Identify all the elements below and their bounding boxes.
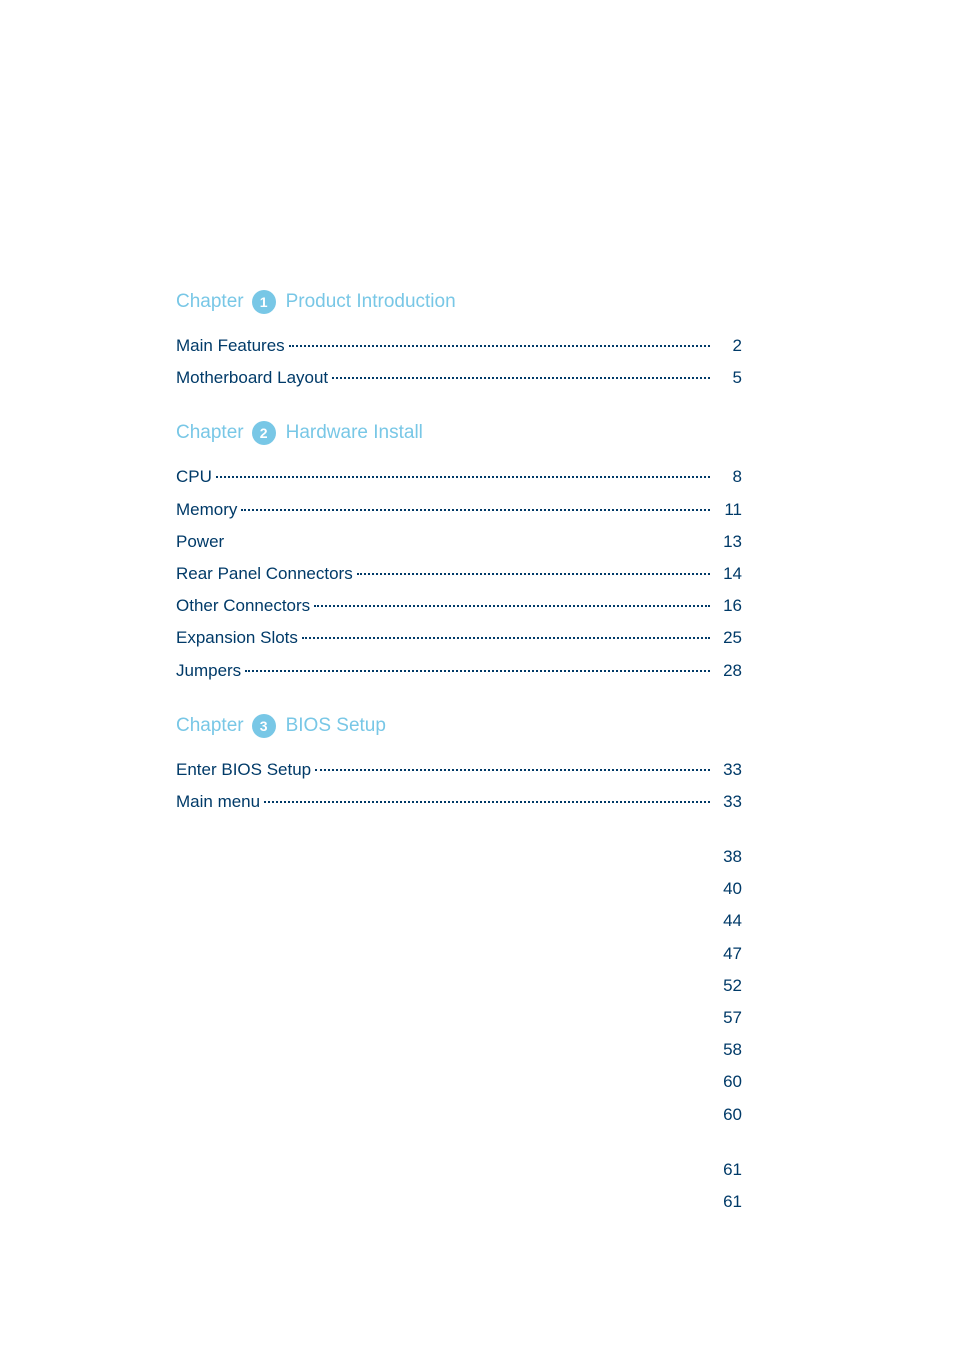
toc-page-number: 61	[714, 1188, 742, 1215]
toc-page-number: 38	[714, 843, 742, 870]
toc-leader-dots	[289, 345, 710, 347]
toc-entry: Main Features 2	[176, 332, 742, 359]
chapter-title: Hardware Install	[286, 422, 423, 444]
toc-page-number: 25	[714, 624, 742, 651]
toc-page-number: 60	[714, 1101, 742, 1128]
toc-label: Main Features	[176, 332, 285, 359]
chapter-number-badge: 3	[252, 714, 276, 738]
toc-entry: 57	[176, 1004, 742, 1031]
toc-entry: Power 13	[176, 528, 742, 555]
toc-entry: Memory 11	[176, 496, 742, 523]
toc-entry: 61	[176, 1188, 742, 1215]
toc-label: Other Connectors	[176, 592, 310, 619]
toc-page-number: 40	[714, 875, 742, 902]
toc-leader-dots	[357, 573, 710, 575]
toc-leader-dots	[332, 377, 710, 379]
toc-entry: 61	[176, 1156, 742, 1183]
toc-label: Memory	[176, 496, 237, 523]
toc-label: Power	[176, 528, 224, 555]
toc-section-1: Chapter 1 Product Introduction Main Feat…	[176, 290, 742, 391]
toc-page-number: 61	[714, 1156, 742, 1183]
toc-leader-dots	[314, 605, 710, 607]
toc-leader-dots	[302, 637, 710, 639]
toc-subsection: 38 40 44 47 52 57	[176, 843, 742, 1128]
toc-entry: Other Connectors 16	[176, 592, 742, 619]
chapter-label: Chapter	[176, 422, 244, 444]
toc-entry: 58	[176, 1036, 742, 1063]
toc-page-number: 14	[714, 560, 742, 587]
toc-section-2: Chapter 2 Hardware Install CPU 8 Memory …	[176, 421, 742, 683]
chapter-header-2: Chapter 2 Hardware Install	[176, 421, 742, 445]
toc-entry: Motherboard Layout 5	[176, 364, 742, 391]
chapter-title: BIOS Setup	[286, 715, 386, 737]
toc-entry: 38	[176, 843, 742, 870]
toc-leader-dots	[216, 476, 710, 478]
toc-page-number: 47	[714, 940, 742, 967]
toc-entry: 44	[176, 907, 742, 934]
toc-entry: Expansion Slots 25	[176, 624, 742, 651]
chapter-number-badge: 1	[252, 290, 276, 314]
toc-label: Motherboard Layout	[176, 364, 328, 391]
toc-page-number: 44	[714, 907, 742, 934]
toc-label: Expansion Slots	[176, 624, 298, 651]
chapter-title: Product Introduction	[286, 291, 456, 313]
toc-page-number: 13	[714, 528, 742, 555]
toc-page-number: 58	[714, 1036, 742, 1063]
toc-entry: CPU 8	[176, 463, 742, 490]
toc-label: Enter BIOS Setup	[176, 756, 311, 783]
toc-subsection: 61 61	[176, 1156, 742, 1215]
toc-page-number: 57	[714, 1004, 742, 1031]
toc-page-number: 28	[714, 657, 742, 684]
chapter-label: Chapter	[176, 291, 244, 313]
toc-entry: Jumpers 28	[176, 657, 742, 684]
toc-leader-dots	[245, 670, 710, 672]
page-content: Chapter 1 Product Introduction Main Feat…	[0, 0, 954, 1215]
toc-page-number: 8	[714, 463, 742, 490]
toc-page-number: 33	[714, 756, 742, 783]
toc-entry: Enter BIOS Setup 33	[176, 756, 742, 783]
toc-label: Jumpers	[176, 657, 241, 684]
toc-page-number: 16	[714, 592, 742, 619]
toc-page-number: 60	[714, 1068, 742, 1095]
toc-leader-dots	[241, 509, 710, 511]
chapter-header-3: Chapter 3 BIOS Setup	[176, 714, 742, 738]
toc-entry: 47	[176, 940, 742, 967]
toc-label: Main menu	[176, 788, 260, 815]
toc-page-number: 2	[714, 332, 742, 359]
toc-page-number: 5	[714, 364, 742, 391]
toc-leader-dots	[264, 801, 710, 803]
toc-entry: 60	[176, 1068, 742, 1095]
chapter-header-1: Chapter 1 Product Introduction	[176, 290, 742, 314]
toc-entry: 60	[176, 1101, 742, 1128]
toc-page-number: 11	[714, 496, 742, 523]
toc-entry: Main menu 33	[176, 788, 742, 815]
toc-entry: 40	[176, 875, 742, 902]
toc-page-number: 33	[714, 788, 742, 815]
toc-label: CPU	[176, 463, 212, 490]
toc-entry: Rear Panel Connectors 14	[176, 560, 742, 587]
toc-entry: 52	[176, 972, 742, 999]
chapter-label: Chapter	[176, 715, 244, 737]
toc-leader-dots	[315, 769, 710, 771]
toc-section-3: Chapter 3 BIOS Setup Enter BIOS Setup 33…	[176, 714, 742, 1215]
toc-page-number: 52	[714, 972, 742, 999]
toc-label: Rear Panel Connectors	[176, 560, 353, 587]
chapter-number-badge: 2	[252, 421, 276, 445]
